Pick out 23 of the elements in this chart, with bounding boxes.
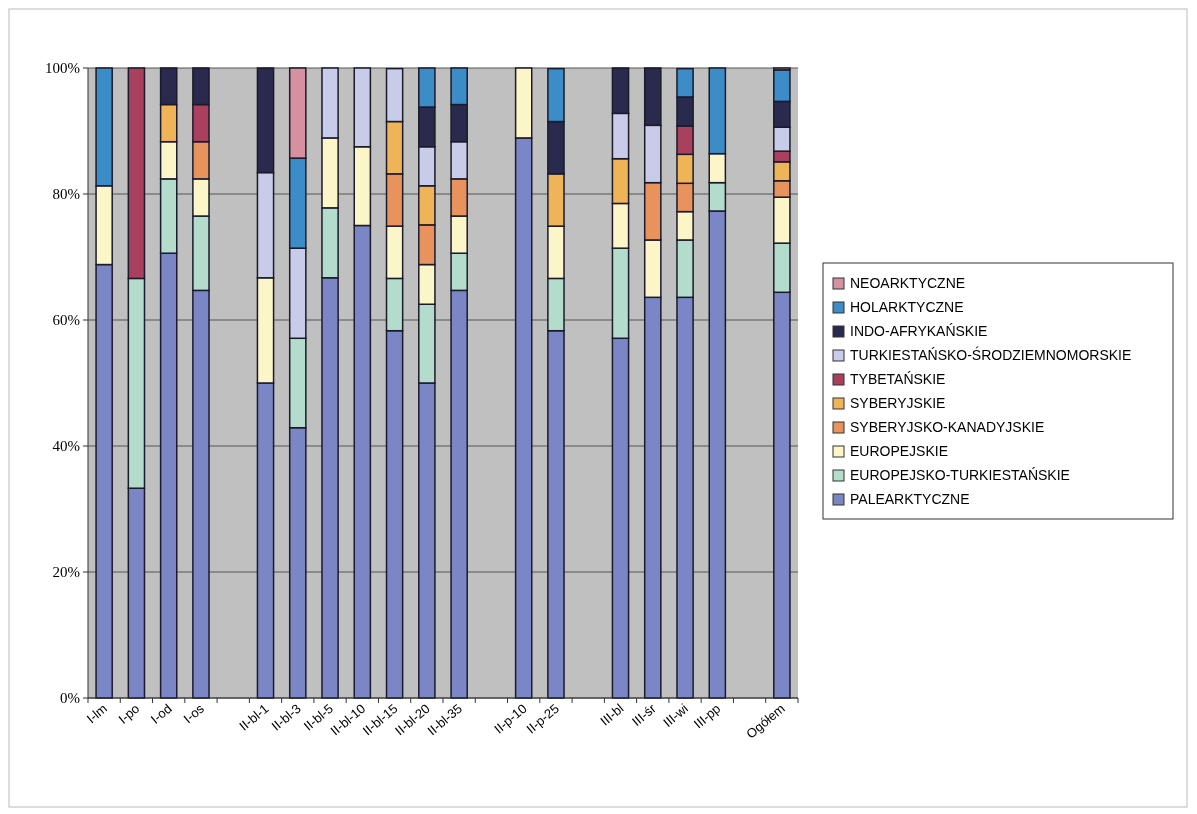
y-tick-label: 20% — [52, 564, 80, 581]
legend-label: NEOARKTYCZNE — [850, 275, 966, 291]
legend-label: SYBERYJSKIE — [850, 395, 946, 411]
x-tick-label: I-os — [180, 700, 208, 727]
y-tick-label: 60% — [52, 312, 80, 329]
x-tick-label: I-po — [115, 700, 143, 727]
x-tick-label: I-od — [147, 700, 175, 727]
legend-label: TYBETAŃSKIE — [850, 371, 946, 387]
y-tick-label: 0% — [60, 690, 80, 707]
y-tick-label: 80% — [52, 186, 80, 203]
y-tick-label: 100% — [45, 60, 80, 77]
legend-label: HOLARKTYCZNE — [850, 299, 964, 315]
legend-label: EUROPEJSKO-TURKIESTAŃSKIE — [850, 467, 1070, 483]
x-tick-label: I-lm — [83, 700, 111, 727]
legend-label: INDO-AFRYKAŃSKIE — [850, 323, 988, 339]
x-tick-label: III-śr — [629, 700, 660, 730]
y-tick-label: 40% — [52, 438, 80, 455]
x-tick-label: III-pp — [690, 700, 724, 732]
legend-label: EUROPEJSKIE — [850, 443, 949, 459]
x-tick-label: III-bl — [597, 700, 627, 729]
legend-label: SYBERYJSKO-KANADYJSKIE — [850, 419, 1045, 435]
legend-label: TURKIESTAŃSKO-ŚRODZIEMNOMORSKIE — [850, 346, 1132, 363]
legend-label: PALEARKTYCZNE — [850, 491, 970, 507]
